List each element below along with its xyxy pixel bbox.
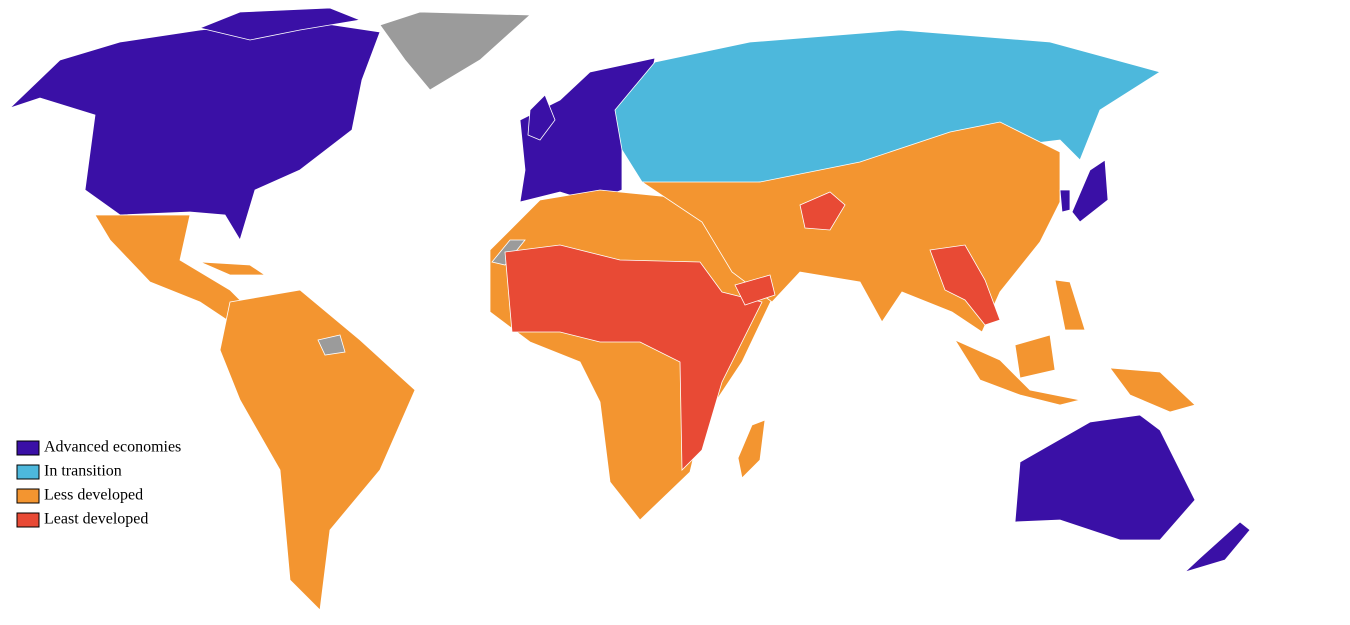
new-zealand [1184,521,1251,573]
indonesia [953,339,1081,406]
north-america [9,19,381,241]
uk [527,94,556,141]
legend-label: In transition [44,463,122,480]
yemen [734,274,776,306]
legend-label: Less developed [44,487,143,504]
legend-swatch [16,440,40,456]
legend-swatch [16,464,40,480]
greenland [379,11,532,91]
land-masses [9,7,1251,611]
legend-swatch [16,512,40,528]
japan [1071,159,1109,223]
legend-swatch [16,488,40,504]
legend: Advanced economies In transition Less deve… [16,439,181,528]
french-guiana [317,334,346,356]
southeast-asia-ldc [929,244,1001,326]
least-developed-africa [504,244,763,471]
australia [1014,414,1196,541]
caribbean [199,261,267,276]
south-america [219,289,416,611]
korea [1059,189,1071,213]
legend-label: Least developed [44,511,148,528]
borneo [1014,334,1056,379]
philippines [1054,279,1086,331]
new-guinea [1109,367,1196,413]
europe [519,57,656,203]
afghanistan [799,191,846,231]
madagascar [737,419,766,479]
legend-label: Advanced economies [44,439,181,456]
arctic-islands [198,7,362,41]
